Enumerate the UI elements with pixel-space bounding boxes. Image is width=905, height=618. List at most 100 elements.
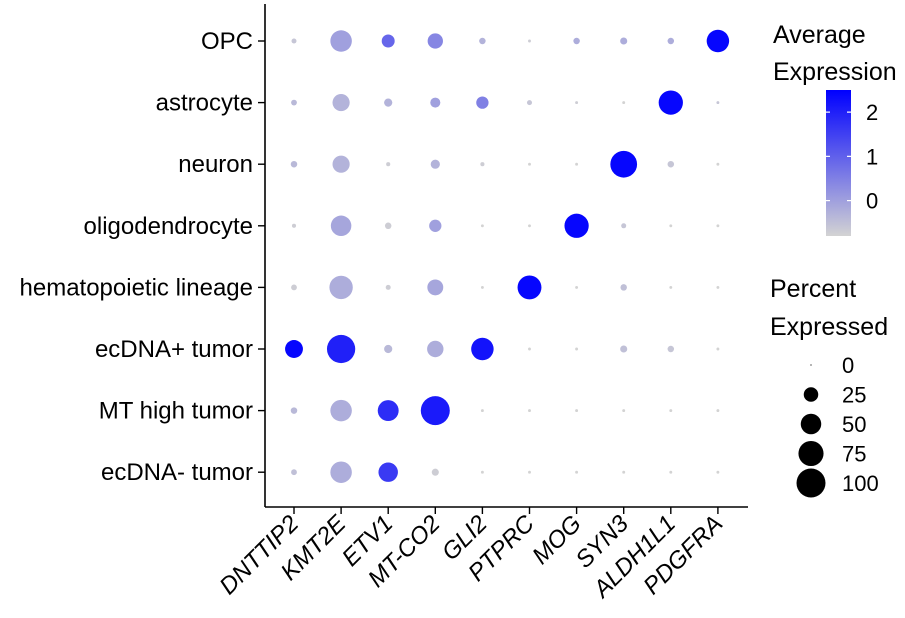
plot-area — [285, 29, 730, 483]
dot-mt-high-tumor-aldh1l1 — [669, 409, 673, 413]
y-tick-label: OPC — [201, 28, 253, 55]
dot-hematopoietic-lineage-mt-co2 — [427, 279, 444, 296]
axes: OPC astrocyte neuron oligodendrocyte hematop… — [20, 4, 748, 604]
dot-oligodendrocyte-aldh1l1 — [669, 224, 673, 228]
dot-oligodendrocyte-pdgfra — [716, 224, 720, 228]
size-legend-dot — [800, 413, 822, 435]
dot-ecdna-tumor-kmt2e — [330, 461, 352, 483]
dot-oligodendrocyte-gli2 — [480, 224, 484, 228]
dot-mt-high-tumor-syn3 — [622, 409, 626, 413]
dot-hematopoietic-lineage-syn3 — [620, 284, 627, 291]
dot-hematopoietic-lineage-aldh1l1 — [669, 285, 673, 289]
y-tick-label: ecDNA- tumor — [101, 459, 253, 486]
dot-neuron-ptprc — [528, 162, 531, 166]
dot-opc-aldh1l1 — [667, 37, 675, 45]
color-legend-tick-label: 1 — [866, 144, 878, 169]
dot-ecdna-tumor-gli2 — [480, 470, 484, 474]
y-tick-label: astrocyte — [156, 90, 253, 117]
dot-mt-high-tumor-ptprc — [528, 409, 531, 413]
dot-opc-syn3 — [620, 37, 628, 45]
dot-ecdna-tumor-ptprc — [528, 347, 531, 351]
dot-ecdna-tumor-gli2 — [471, 337, 494, 361]
dot-ecdna-tumor-mt-co2 — [431, 468, 439, 476]
dot-hematopoietic-lineage-ptprc — [517, 275, 542, 300]
y-tick-label: oligodendrocyte — [84, 213, 253, 240]
dot-ecdna-tumor-ptprc — [528, 470, 531, 474]
size-legend-dot — [810, 364, 812, 366]
dot-ecdna-tumor-aldh1l1 — [669, 470, 673, 474]
dot-hematopoietic-lineage-kmt2e — [329, 275, 353, 300]
dot-mt-high-tumor-etv1 — [377, 400, 399, 422]
dot-opc-mog — [573, 37, 580, 45]
size-legend-dot — [798, 440, 824, 467]
dot-ecdna-tumor-dnttip2 — [285, 340, 303, 358]
dot-ecdna-tumor-dnttip2 — [291, 469, 297, 476]
dot-neuron-gli2 — [480, 162, 485, 167]
dot-ecdna-tumor-mog — [575, 470, 579, 474]
dot-mt-high-tumor-mog — [575, 409, 579, 413]
dot-astrocyte-mt-co2 — [430, 97, 441, 108]
dot-mt-high-tumor-gli2 — [480, 409, 484, 413]
y-tick-label: hematopoietic lineage — [20, 274, 254, 301]
dot-ecdna-tumor-aldh1l1 — [667, 345, 675, 353]
dot-astrocyte-gli2 — [476, 96, 489, 109]
dot-opc-gli2 — [479, 37, 486, 45]
dot-astrocyte-dnttip2 — [291, 99, 297, 106]
dot-oligodendrocyte-etv1 — [384, 222, 392, 230]
legends: Average Expression 2 1 0 Percent Expressed 0 25 5… — [770, 21, 897, 498]
size-legend-dot — [796, 468, 826, 498]
dot-oligodendrocyte-mt-co2 — [429, 219, 442, 232]
dot-neuron-pdgfra — [716, 162, 720, 166]
dot-astrocyte-etv1 — [384, 98, 393, 107]
dot-neuron-aldh1l1 — [667, 160, 675, 168]
dot-mt-high-tumor-kmt2e — [330, 399, 352, 422]
dot-ecdna-tumor-mt-co2 — [427, 340, 444, 358]
dot-oligodendrocyte-syn3 — [621, 223, 627, 229]
size-legend-label: 25 — [842, 383, 866, 408]
size-legend-title-line2: Expressed — [770, 313, 888, 341]
dot-oligodendrocyte-dnttip2 — [291, 223, 297, 228]
color-legend-title: Average — [773, 21, 866, 49]
size-legend-label: 100 — [842, 471, 879, 496]
dot-neuron-dnttip2 — [290, 160, 298, 168]
dot-astrocyte-pdgfra — [716, 101, 720, 105]
dot-neuron-mt-co2 — [430, 159, 440, 169]
dot-opc-kmt2e — [330, 30, 352, 52]
dot-oligodendrocyte-ptprc — [528, 224, 531, 228]
dot-mt-high-tumor-pdgfra — [716, 409, 720, 413]
size-legend-label: 50 — [842, 412, 866, 437]
dot-neuron-etv1 — [386, 162, 391, 167]
size-legend-label: 75 — [842, 442, 866, 467]
color-legend-title-line2: Expression — [773, 58, 897, 86]
dot-hematopoietic-lineage-gli2 — [480, 285, 484, 289]
dot-ecdna-tumor-mog — [575, 347, 579, 351]
size-legend-title: Percent — [770, 275, 856, 303]
dot-ecdna-tumor-syn3 — [622, 470, 626, 474]
dot-opc-dnttip2 — [291, 38, 297, 44]
dot-neuron-syn3 — [610, 150, 638, 178]
dot-hematopoietic-lineage-dnttip2 — [291, 284, 297, 291]
dot-opc-pdgfra — [706, 29, 730, 53]
size-legend-dot — [803, 387, 819, 402]
dot-ecdna-tumor-etv1 — [384, 344, 393, 354]
dot-astrocyte-aldh1l1 — [658, 90, 683, 115]
dot-neuron-mog — [575, 162, 579, 166]
dot-oligodendrocyte-mog — [564, 213, 589, 238]
y-tick-label: MT high tumor — [99, 398, 253, 425]
dot-hematopoietic-lineage-mog — [575, 285, 579, 289]
dot-astrocyte-syn3 — [622, 101, 626, 105]
dot-ecdna-tumor-etv1 — [378, 462, 398, 482]
dot-mt-high-tumor-dnttip2 — [290, 407, 298, 414]
color-legend-tick-label: 2 — [866, 100, 878, 125]
y-tick-label: ecDNA+ tumor — [95, 336, 253, 363]
dot-mt-high-tumor-mt-co2 — [420, 396, 450, 426]
dot-ecdna-tumor-pdgfra — [716, 347, 720, 351]
dot-ecdna-tumor-kmt2e — [326, 334, 356, 364]
dot-astrocyte-ptprc — [526, 100, 533, 106]
dot-oligodendrocyte-kmt2e — [330, 215, 352, 237]
dot-ecdna-tumor-syn3 — [620, 345, 628, 353]
dot-opc-etv1 — [381, 34, 395, 48]
dot-hematopoietic-lineage-etv1 — [385, 284, 391, 290]
dot-astrocyte-mog — [575, 101, 579, 105]
